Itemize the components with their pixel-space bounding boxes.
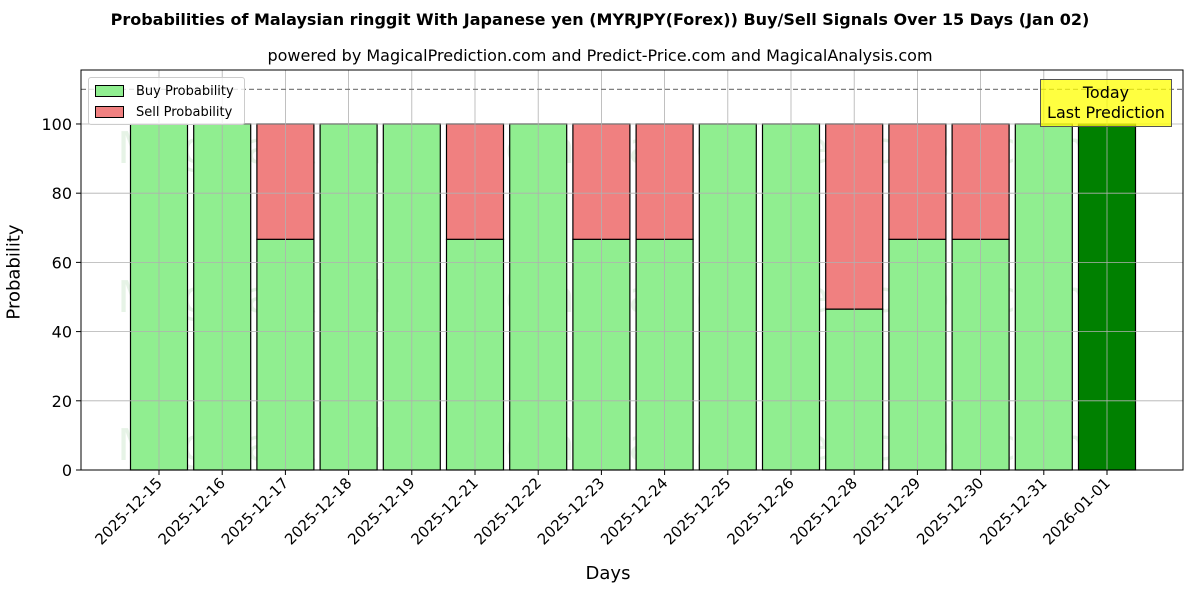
x-tick-label: 2025-12-15	[91, 474, 165, 548]
y-tick-label: 60	[52, 253, 72, 272]
today-annotation: Today Last Prediction	[1040, 79, 1172, 127]
y-tick-label: 100	[41, 115, 72, 134]
x-tick-label: 2025-12-25	[660, 474, 734, 548]
x-tick-label: 2025-12-22	[471, 474, 545, 548]
x-tick-label: 2025-12-17	[218, 474, 292, 548]
legend-item-buy: Buy Probability	[95, 83, 234, 99]
legend-buy-label: Buy Probability	[136, 83, 234, 99]
x-tick-label: 2025-12-16	[155, 474, 229, 548]
x-tick-label: 2025-12-28	[787, 474, 861, 548]
y-tick-label: 40	[52, 323, 72, 342]
y-tick-label: 0	[62, 461, 72, 480]
chart-subtitle: powered by MagicalPrediction.com and Pre…	[267, 46, 933, 65]
legend: Buy Probability Sell Probability	[88, 77, 245, 125]
x-tick-label: 2025-12-31	[976, 474, 1050, 548]
x-tick-label: 2026-01-01	[1039, 474, 1113, 548]
y-tick-label: 80	[52, 184, 72, 203]
x-tick-label: 2025-12-26	[723, 474, 797, 548]
y-axis-label: Probability	[3, 224, 25, 320]
x-tick-label: 2025-12-23	[534, 474, 608, 548]
x-axis-label: Days	[585, 563, 631, 584]
annotation-line-2: Last Prediction	[1047, 103, 1165, 122]
x-tick-label: 2025-12-19	[344, 474, 418, 548]
legend-sell-label: Sell Probability	[136, 104, 233, 120]
x-tick-label: 2025-12-29	[850, 474, 924, 548]
x-tick-label: 2025-12-21	[407, 474, 481, 548]
x-tick-label: 2025-12-24	[597, 474, 671, 548]
sell-swatch-icon	[95, 106, 124, 118]
annotation-line-1: Today	[1082, 83, 1130, 102]
legend-item-sell: Sell Probability	[95, 104, 232, 120]
y-tick-label: 20	[52, 392, 72, 411]
x-tick-label: 2025-12-18	[281, 474, 355, 548]
grid-lines	[81, 70, 1183, 471]
x-tick-label: 2025-12-30	[913, 474, 987, 548]
buy-swatch-icon	[95, 85, 124, 97]
chart-title: Probabilities of Malaysian ringgit With …	[110, 10, 1090, 29]
plot-frame	[80, 69, 1184, 471]
